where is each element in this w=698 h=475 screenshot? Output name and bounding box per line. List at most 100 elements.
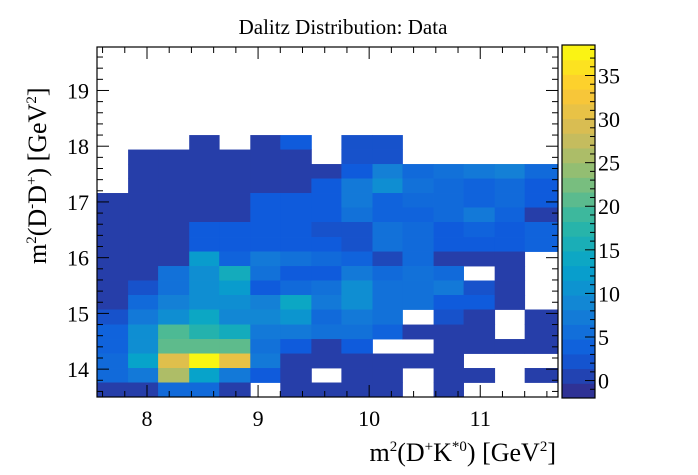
heatmap-cell: [311, 237, 342, 252]
heatmap-cell: [250, 339, 281, 354]
heatmap-cell: [189, 193, 220, 208]
heatmap-cell: [463, 295, 496, 310]
heatmap-cell: [341, 149, 373, 165]
color-scale-ticks: 0 5 10 15 20 25 30 35: [585, 48, 620, 394]
heatmap-cell: [189, 178, 220, 194]
heatmap-cell: [128, 149, 159, 165]
x-axis-ticks: 8 9 10 11: [102, 47, 548, 431]
heatmap-cell: [311, 178, 342, 194]
heatmap-cell: [280, 382, 312, 398]
color-scale-band: [562, 250, 595, 267]
heatmap-cell: [524, 193, 559, 208]
heatmap-cell: [463, 280, 496, 296]
heatmap-cell: [219, 222, 251, 238]
heatmap-cell: [189, 353, 220, 369]
color-scale-band: [562, 265, 595, 281]
heatmap-cell: [280, 266, 312, 281]
heatmap-cell: [463, 251, 496, 267]
color-scale-band: [562, 59, 595, 75]
heatmap-cell: [158, 280, 190, 296]
heatmap-cell: [311, 353, 342, 369]
heatmap-cell: [250, 309, 281, 325]
heatmap-cell: [189, 368, 220, 383]
heatmap-cell: [128, 237, 159, 252]
heatmap-cell: [402, 222, 434, 238]
heatmap-cell: [97, 368, 129, 383]
heatmap-cell: [219, 280, 251, 296]
heatmap-cell: [433, 295, 464, 310]
heatmap-cell: [250, 135, 281, 150]
heatmap-cell: [250, 295, 281, 310]
heatmap-cell: [402, 251, 434, 267]
heatmap-cell: [524, 324, 559, 340]
heatmap-cell: [219, 382, 251, 398]
heatmap-cell: [280, 207, 312, 223]
heatmap-cell: [433, 309, 464, 325]
y-tick-label: 18: [67, 134, 89, 159]
heatmap-cell: [341, 135, 373, 150]
color-scale-band: [562, 118, 595, 134]
y-axis-ticks: 14 15 16 17 18 19: [67, 56, 558, 392]
color-scale-band: [562, 353, 595, 370]
heatmap-cell: [189, 222, 220, 238]
heatmap-cell: [341, 339, 373, 354]
color-scale-band: [562, 89, 595, 105]
heatmap-cell: [494, 295, 526, 310]
heatmap-cell: [372, 353, 403, 369]
heatmap-cell: [97, 207, 129, 223]
heatmap-cell: [402, 353, 434, 369]
heatmap-cell: [280, 135, 312, 150]
heatmap-cell: [158, 207, 190, 223]
color-scale-band: [562, 147, 595, 164]
heatmap-cell: [341, 164, 373, 179]
heatmap-cell: [341, 237, 373, 252]
heatmap-cell: [280, 324, 312, 340]
heatmap-cell: [219, 193, 251, 208]
heatmap-cell: [97, 237, 129, 252]
plot-frame: [96, 46, 559, 398]
heatmap-cell: [494, 339, 526, 354]
color-scale-band: [562, 280, 595, 296]
heatmap-cell: [128, 382, 159, 398]
color-scale-band: [562, 383, 595, 399]
heatmap-cell: [189, 295, 220, 310]
heatmap-cell: [402, 178, 434, 194]
heatmap-cell: [189, 251, 220, 267]
color-scale-band: [562, 177, 595, 193]
heatmap-cell: [158, 295, 190, 310]
color-scale-band: [562, 45, 595, 61]
heatmap-cell: [372, 266, 403, 281]
y-tick-label: 19: [67, 78, 89, 103]
heatmap-cell: [97, 295, 129, 310]
heatmap-cell: [219, 266, 251, 281]
heatmap-cell: [494, 164, 526, 179]
heatmap-cell: [494, 222, 526, 238]
heatmap-cell: [189, 207, 220, 223]
color-scale-tick-label: 30: [598, 107, 620, 132]
x-tick-label: 9: [253, 406, 264, 431]
heatmap-cell: [402, 164, 434, 179]
heatmap-cell: [433, 353, 464, 369]
color-scale-tick-label: 5: [598, 325, 609, 350]
heatmap-cell: [494, 193, 526, 208]
heatmap-cell: [97, 353, 129, 369]
heatmap-cell: [250, 237, 281, 252]
heatmap-cell: [341, 266, 373, 281]
heatmap-cell: [219, 339, 251, 354]
heatmap-cell: [433, 324, 464, 340]
heatmap-cell: [524, 222, 559, 238]
heatmap-cell: [219, 368, 251, 383]
heatmap-cell: [341, 207, 373, 223]
heatmap-cell: [158, 324, 190, 340]
x-tick-label: 10: [358, 406, 380, 431]
y-tick-label: 17: [67, 190, 89, 215]
heatmap-cell: [280, 193, 312, 208]
heatmap-cell: [158, 309, 190, 325]
heatmap-cell: [311, 164, 342, 179]
heatmap-cell: [494, 207, 526, 223]
heatmap-cell: [189, 135, 220, 150]
heatmap-cell: [158, 178, 190, 194]
heatmap-cell: [128, 178, 159, 194]
heatmap-cell: [158, 237, 190, 252]
chart-title: Dalitz Distribution: Data: [239, 15, 448, 39]
